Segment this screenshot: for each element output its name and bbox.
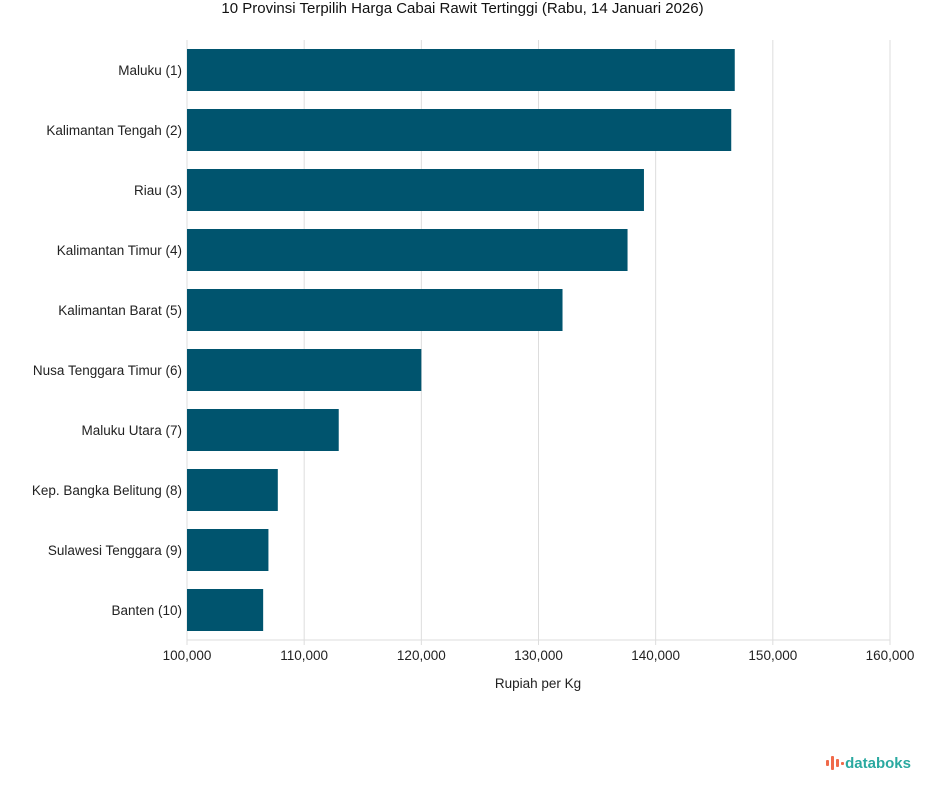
category-label: Kalimantan Timur (4) xyxy=(57,243,182,258)
x-tick-labels: 100,000 110,000 120,000 130,000 140,000 150,0… xyxy=(163,648,915,663)
databoks-logo: databoks xyxy=(825,754,911,772)
chart-title: 10 Provinsi Terpilih Harga Cabai Rawit T… xyxy=(221,0,704,17)
bar[interactable] xyxy=(187,169,644,211)
category-label: Kalimantan Tengah (2) xyxy=(46,123,182,138)
x-axis-title: Rupiah per Kg xyxy=(495,676,581,691)
bar[interactable] xyxy=(187,409,339,451)
category-label: Kep. Bangka Belitung (8) xyxy=(32,483,182,498)
category-labels: Maluku (1) Kalimantan Tengah (2) Riau (3) K… xyxy=(32,63,182,618)
category-label: Kalimantan Barat (5) xyxy=(58,303,182,318)
category-label: Sulawesi Tenggara (9) xyxy=(48,543,182,558)
bar[interactable] xyxy=(187,589,264,631)
x-tick-label: 120,000 xyxy=(397,648,446,663)
category-label: Banten (10) xyxy=(111,603,182,618)
category-label: Riau (3) xyxy=(134,183,182,198)
category-label: Nusa Tenggara Timur (6) xyxy=(33,363,182,378)
databoks-logo-icon xyxy=(826,756,845,770)
bar[interactable] xyxy=(187,469,278,511)
x-tick-label: 110,000 xyxy=(280,648,328,663)
x-tick-label: 160,000 xyxy=(866,648,915,663)
bar[interactable] xyxy=(187,289,563,331)
databoks-logo-text: databoks xyxy=(845,754,911,772)
bar[interactable] xyxy=(187,229,628,271)
gridlines xyxy=(186,40,891,645)
category-label: Maluku (1) xyxy=(118,63,182,78)
x-tick-label: 100,000 xyxy=(163,648,212,663)
bars xyxy=(187,49,735,631)
x-tick-label: 150,000 xyxy=(748,648,797,663)
bar[interactable] xyxy=(187,109,732,151)
x-tick-label: 140,000 xyxy=(631,648,680,663)
x-tick-label: 130,000 xyxy=(514,648,563,663)
category-label: Maluku Utara (7) xyxy=(81,423,182,438)
bar[interactable] xyxy=(187,349,422,391)
bar[interactable] xyxy=(187,529,269,571)
bar[interactable] xyxy=(187,49,735,91)
